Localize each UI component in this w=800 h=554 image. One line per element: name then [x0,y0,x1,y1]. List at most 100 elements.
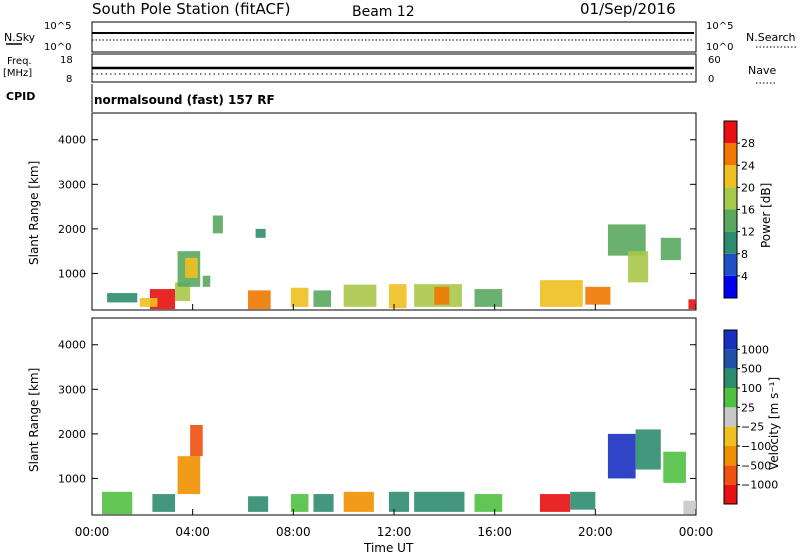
colorbar-tick-label: −500 [741,459,771,472]
time-axis-label: Time UT [363,541,414,554]
colorbar-tick-label: 25 [741,401,755,414]
colorbar-swatch [724,484,737,504]
colorbar-swatch [724,143,737,166]
data-cell-9 [474,494,503,512]
data-cell-21 [107,293,138,303]
colorbar-swatch [724,446,737,466]
freq-tick-bottom: 8 [66,74,72,85]
data-cell-17 [607,224,646,256]
data-cell-9 [313,290,332,307]
data-cell-11 [388,284,407,309]
velocity-panel: 1000 2000 3000 4000 Slant Range [km] 1000 50… [27,317,781,516]
data-cell-14 [663,451,686,483]
data-cell-18 [628,251,649,283]
colorbar-tick-label: −25 [741,421,764,434]
data-cell-12 [607,433,636,479]
date-label: 01/Sep/2016 [580,0,676,18]
power-colorbar-label: Power [dB] [759,183,773,248]
y-tick-label: 1000 [58,472,86,485]
data-cell-15 [539,280,583,307]
x-tick-label: 08:00 [276,525,311,539]
data-cell-2 [175,282,191,302]
colorbar-tick-label: 16 [741,204,755,217]
time-axis: 00:00 04:00 08:00 12:00 16:00 20:00 00:00 [75,304,714,539]
data-cell-8 [414,491,465,512]
y-tick-label: 4000 [58,339,86,352]
colorbar-frame [723,329,738,505]
colorbar-tick-label: 1000 [741,343,769,356]
data-cell-2 [190,424,203,457]
data-cell-10 [343,284,377,307]
power-cells [107,215,696,310]
y-tick-label: 3000 [58,383,86,396]
data-cell-5 [202,275,211,287]
data-cell-4 [185,257,198,278]
velocity-y-ticks: 1000 2000 3000 4000 [58,339,696,485]
y-tick-label: 3000 [58,178,86,191]
data-cell-13 [635,429,661,470]
power-colorbar: 4 8 12 16 20 24 28 [723,120,755,299]
data-cell-20 [688,299,696,310]
data-cell-16 [683,500,696,515]
colorbar-swatch [724,165,737,188]
velocity-colorbar: 1000 500 100 25 −25 −100 −500 −1000 [723,329,778,505]
colorbar-tick-label: −1000 [741,479,778,492]
colorbar-swatch [724,407,737,427]
data-cell-15 [102,491,133,515]
power-y-ticks: 1000 2000 3000 4000 [58,134,696,280]
data-cell-3 [248,496,269,512]
nsearch-label: N.Search [746,31,796,44]
nave-label: Nave [748,64,776,77]
colorbar-swatch [724,209,737,232]
nave-tick-bottom: 0 [708,74,714,85]
power-panel: 1000 2000 3000 4000 Slant Range [km] 4 8 12 16… [27,112,773,311]
colorbar-swatch [724,187,737,210]
nsearch-tick-bottom: 10^0 [706,42,733,53]
colorbar-tick-label: 24 [741,159,755,172]
nsky-label: N.Sky [4,31,36,44]
y-tick-label: 2000 [58,428,86,441]
power-ylabel: Slant Range [km] [27,161,41,265]
data-cell-16 [585,286,611,305]
y-tick-label: 2000 [58,223,86,236]
colorbar-swatch [724,121,737,144]
velocity-cells [102,424,696,515]
data-cell-7 [255,228,266,238]
colorbar-tick-label: 20 [741,181,755,194]
y-tick-label: 4000 [58,134,86,147]
colorbar-tick-label: 100 [741,382,762,395]
data-cell-1 [139,297,158,307]
freq-label: Freq. [7,56,32,67]
data-cell-11 [570,491,596,510]
colorbar-tick-label: 12 [741,226,755,239]
data-cell-1 [177,456,201,495]
colorbar-swatch [724,426,737,446]
x-tick-label: 16:00 [477,525,512,539]
data-cell-8 [290,287,309,307]
beam-label: Beam 12 [352,4,415,20]
velocity-ylabel: Slant Range [km] [27,368,41,472]
cpid-text: normalsound (fast) 157 RF [94,93,275,107]
data-cell-19 [660,237,681,261]
x-tick-label: 04:00 [175,525,210,539]
data-cell-5 [313,494,334,512]
freq-unit-label: [MHz] [3,68,32,79]
velocity-colorbar-label: Velocity [m s⁻¹] [767,377,781,470]
colorbar-swatch [724,465,737,485]
colorbar-tick-label: 4 [741,270,748,283]
nsky-panel-frame [91,21,697,53]
colorbar-tick-label: 500 [741,363,762,376]
colorbar-swatch [724,368,737,388]
nsearch-tick-top: 10^5 [706,21,733,32]
data-cell-6 [248,290,271,310]
colorbar-tick-label: −100 [741,440,771,453]
y-tick-label: 1000 [58,267,86,280]
colorbar-swatch [724,349,737,369]
colorbar-swatch [724,330,737,350]
x-tick-label: 00:00 [679,525,714,539]
colorbar-tick-label: 8 [741,248,748,261]
nsky-tick-top: 10^5 [44,21,71,32]
nsky-tick-bottom: 10^0 [44,42,71,53]
colorbar-swatch [724,275,737,298]
